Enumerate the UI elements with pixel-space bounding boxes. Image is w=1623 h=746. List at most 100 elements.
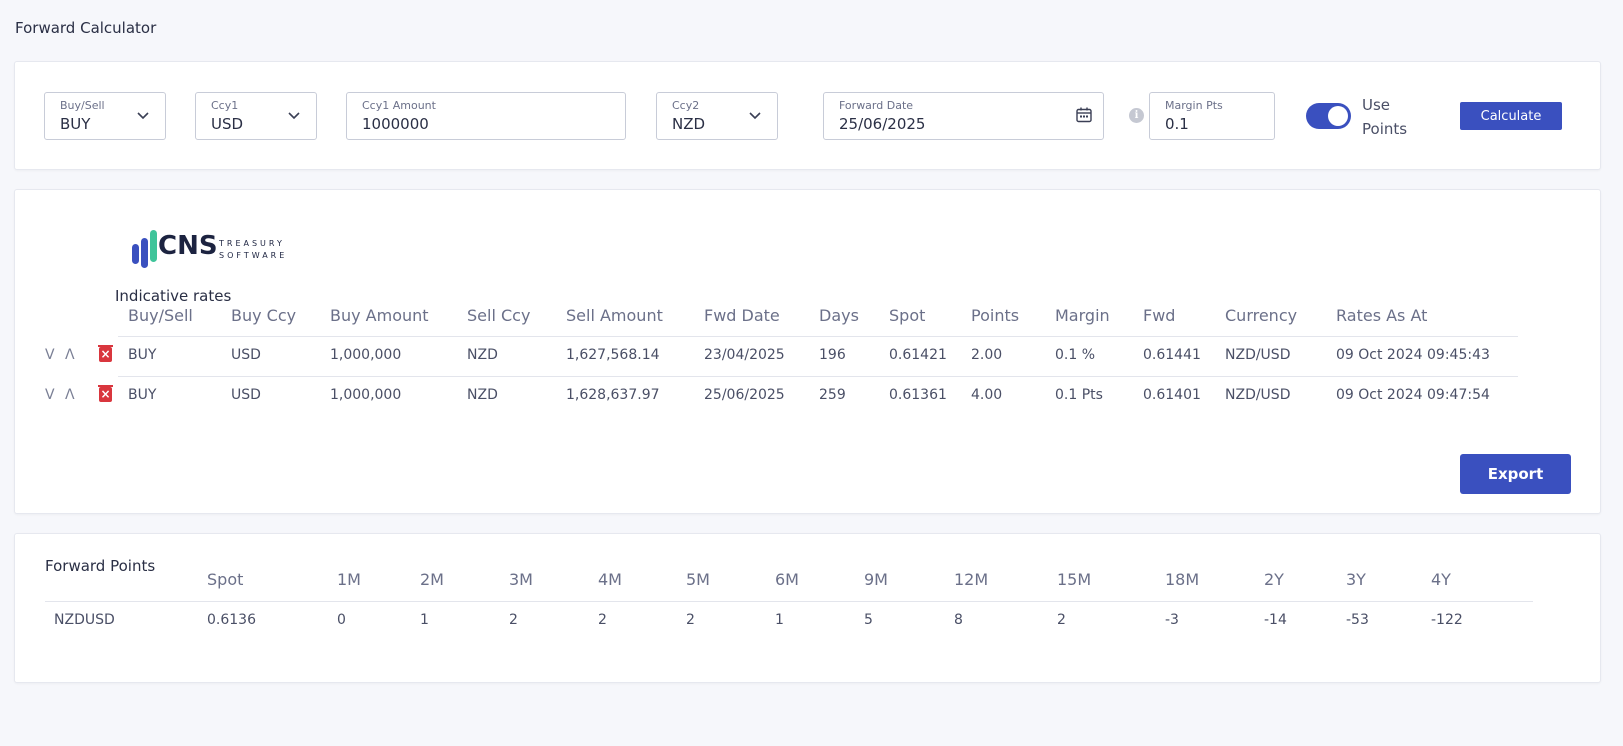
column-header: 3M [509,570,533,589]
margin-pts-label: Margin Pts [1165,99,1223,112]
column-header: 6M [775,570,799,589]
table-cell: 1,628,637.97 [566,387,660,403]
row-divider [118,336,1518,337]
logo-bar [141,238,148,268]
trash-icon[interactable] [98,385,113,402]
margin-pts-field[interactable]: Margin Pts 0.1 [1149,92,1275,140]
table-cell: 5 [864,612,873,628]
logo-line2: SOFTWARE [219,251,288,260]
table-cell: BUY [128,387,157,403]
chevron-down-icon [137,112,149,120]
ccy2-label: Ccy2 [672,99,700,112]
table-cell: 23/04/2025 [704,347,785,363]
column-header: Fwd Date [704,306,780,325]
ccy1-amount-field[interactable]: Ccy1 Amount 1000000 [346,92,626,140]
row-divider [118,376,1518,377]
column-header: 9M [864,570,888,589]
table-cell: 2.00 [971,347,1003,363]
column-header: 2Y [1264,570,1284,589]
table-cell: -14 [1264,612,1287,628]
margin-pts-value: 0.1 [1165,115,1189,133]
ccy2-select[interactable]: Ccy2 NZD [656,92,778,140]
move-up-icon[interactable]: Λ [65,387,75,403]
column-header: Spot [207,570,244,589]
column-header: Fwd [1143,306,1176,325]
table-cell: 2 [686,612,695,628]
table-cell: 8 [954,612,963,628]
forward-date-label: Forward Date [839,99,914,112]
table-cell: 0.61401 [1143,387,1201,403]
table-cell: 1 [420,612,429,628]
forward-points-title: Forward Points [45,557,156,575]
indicative-rates-card: CNS TREASURY SOFTWARE Indicative rates B… [14,189,1601,514]
move-down-icon[interactable]: V [45,387,55,403]
column-header: 1M [337,570,361,589]
table-cell: 0 [337,612,346,628]
column-header: Rates As At [1336,306,1428,325]
page-title: Forward Calculator [15,19,157,37]
ccy1-value: USD [211,115,244,133]
column-header: Days [819,306,859,325]
chevron-down-icon [288,112,300,120]
toggle-knob [1328,106,1348,126]
column-header: 4Y [1431,570,1451,589]
column-header: 4M [598,570,622,589]
table-cell: NZD/USD [1225,347,1291,363]
column-header: Sell Ccy [467,306,531,325]
move-up-icon[interactable]: Λ [65,347,75,363]
info-icon[interactable]: i [1129,108,1144,123]
table-cell: 1,627,568.14 [566,347,660,363]
row-divider [45,601,1533,602]
table-cell: 09 Oct 2024 09:45:43 [1336,347,1490,363]
table-cell: 1,000,000 [330,387,402,403]
table-cell: 1,000,000 [330,347,402,363]
ccy1-amount-label: Ccy1 Amount [362,99,436,112]
table-cell: NZD [467,347,498,363]
column-header: Buy Ccy [231,306,297,325]
column-header: Spot [889,306,926,325]
trash-icon[interactable] [98,345,113,362]
column-header: 12M [954,570,989,589]
table-cell: 2 [1057,612,1066,628]
column-header: Sell Amount [566,306,663,325]
chevron-down-icon [749,112,761,120]
table-cell: 0.61441 [1143,347,1201,363]
forward-date-field[interactable]: Forward Date 25/06/2025 [823,92,1104,140]
column-header: 3Y [1346,570,1366,589]
buy-sell-label: Buy/Sell [60,99,105,112]
table-cell: NZD/USD [1225,387,1291,403]
table-cell: 0.61421 [889,347,947,363]
forward-date-value: 25/06/2025 [839,115,926,133]
table-cell: 4.00 [971,387,1003,403]
cns-logo: CNS TREASURY SOFTWARE [116,224,306,272]
table-cell: USD [231,347,261,363]
buy-sell-value: BUY [60,115,91,133]
export-button[interactable]: Export [1460,454,1571,494]
ccy1-select[interactable]: Ccy1 USD [195,92,317,140]
use-points-label: Use Points [1362,96,1408,138]
table-cell: 09 Oct 2024 09:47:54 [1336,387,1490,403]
table-cell: 25/06/2025 [704,387,785,403]
move-down-icon[interactable]: V [45,347,55,363]
calendar-icon[interactable] [1075,106,1093,124]
table-cell: -3 [1165,612,1179,628]
buy-sell-select[interactable]: Buy/Sell BUY [44,92,166,140]
calculate-button[interactable]: Calculate [1460,102,1562,130]
table-cell: 0.61361 [889,387,947,403]
column-header: 18M [1165,570,1200,589]
calculator-form: Buy/Sell BUY Ccy1 USD Ccy1 Amount 100000… [14,61,1601,170]
table-cell: NZD [467,387,498,403]
ccy1-amount-value: 1000000 [362,115,429,133]
table-cell: 196 [819,347,846,363]
currency-pair: NZDUSD [54,612,115,628]
column-header: Margin [1055,306,1110,325]
column-header: Buy/Sell [128,306,193,325]
column-header: Currency [1225,306,1298,325]
column-header: 2M [420,570,444,589]
column-header: Points [971,306,1020,325]
forward-points-card: Forward Points Spot 1M 2M 3M 4M 5M 6M 9M 12M 15M 1… [14,533,1601,683]
use-points-toggle[interactable] [1306,103,1351,129]
table-cell: 0.6136 [207,612,256,628]
column-header: 15M [1057,570,1092,589]
